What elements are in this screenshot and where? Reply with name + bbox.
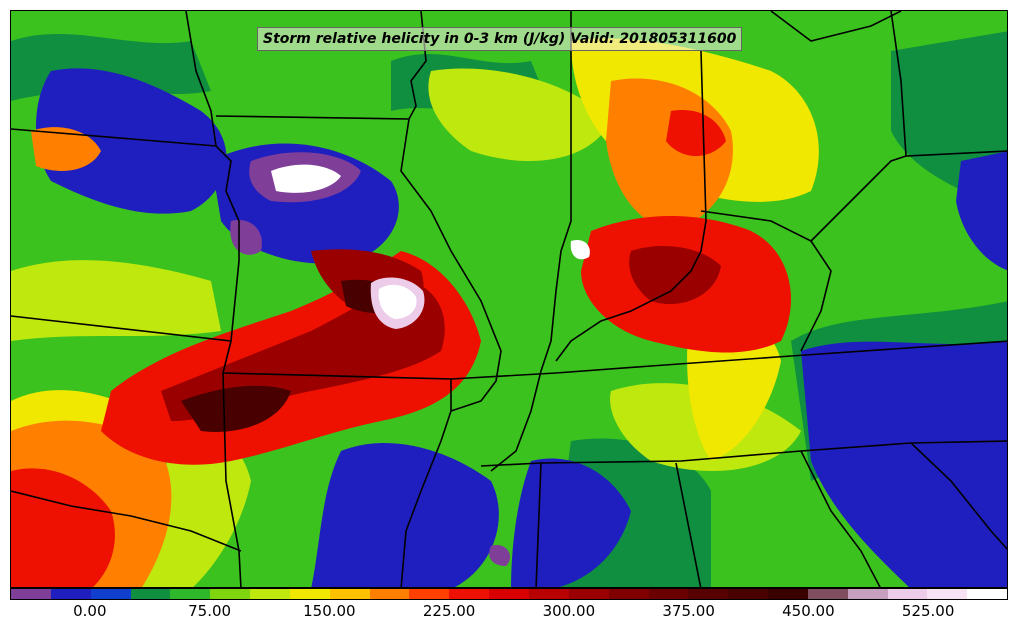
yellow-green-band [11, 68, 801, 587]
colorbar-swatch [688, 589, 729, 599]
colorbar-swatch [489, 589, 529, 599]
state-borders [11, 11, 1007, 587]
colorbar-tick-label: 0.00 [73, 602, 107, 620]
colorbar-swatch [289, 589, 330, 599]
colorbar-swatch [608, 589, 649, 599]
colorbar-swatch [887, 589, 928, 599]
colorbar-swatch [130, 589, 171, 599]
colorbar-swatch [528, 589, 569, 599]
colorbar-tick-label: 150.00 [303, 602, 356, 620]
map-title: Storm relative helicity in 0-3 km (J/kg)… [257, 27, 743, 51]
colorbar-swatch [927, 589, 968, 599]
colorbar-swatch [807, 589, 848, 599]
colorbar-tick-label: 450.00 [782, 602, 835, 620]
colorbar-swatch [967, 589, 1008, 599]
colorbar-tick-label: 225.00 [422, 602, 476, 620]
colorbar-swatch [90, 589, 131, 599]
colorbar-swatch [449, 589, 490, 599]
colorbar-swatch [50, 589, 91, 599]
colorbar-tick-label: 375.00 [662, 602, 715, 620]
helicity-field-map [11, 11, 1007, 587]
colorbar-tick-label: 75.00 [188, 602, 232, 620]
colorbar-swatch [210, 589, 251, 599]
colorbar-tick-label: 300.00 [542, 602, 596, 620]
extreme-helicity-core [271, 164, 590, 329]
colorbar-swatch [409, 589, 450, 599]
colorbar-swatch [170, 589, 211, 599]
colorbar-swatch [11, 589, 51, 599]
colorbar-swatch [250, 589, 290, 599]
colorbar-swatch [329, 589, 370, 599]
colorbar-swatch [369, 589, 410, 599]
colorbar [10, 588, 1008, 600]
colorbar-swatch [847, 589, 888, 599]
colorbar-swatch [728, 589, 769, 599]
colorbar-swatch [648, 589, 689, 599]
map-frame: Storm relative helicity in 0-3 km (J/kg)… [10, 10, 1008, 588]
colorbar-swatch [768, 589, 808, 599]
colorbar-tick-label: 525.00 [901, 602, 955, 620]
colorbar-swatch [568, 589, 609, 599]
